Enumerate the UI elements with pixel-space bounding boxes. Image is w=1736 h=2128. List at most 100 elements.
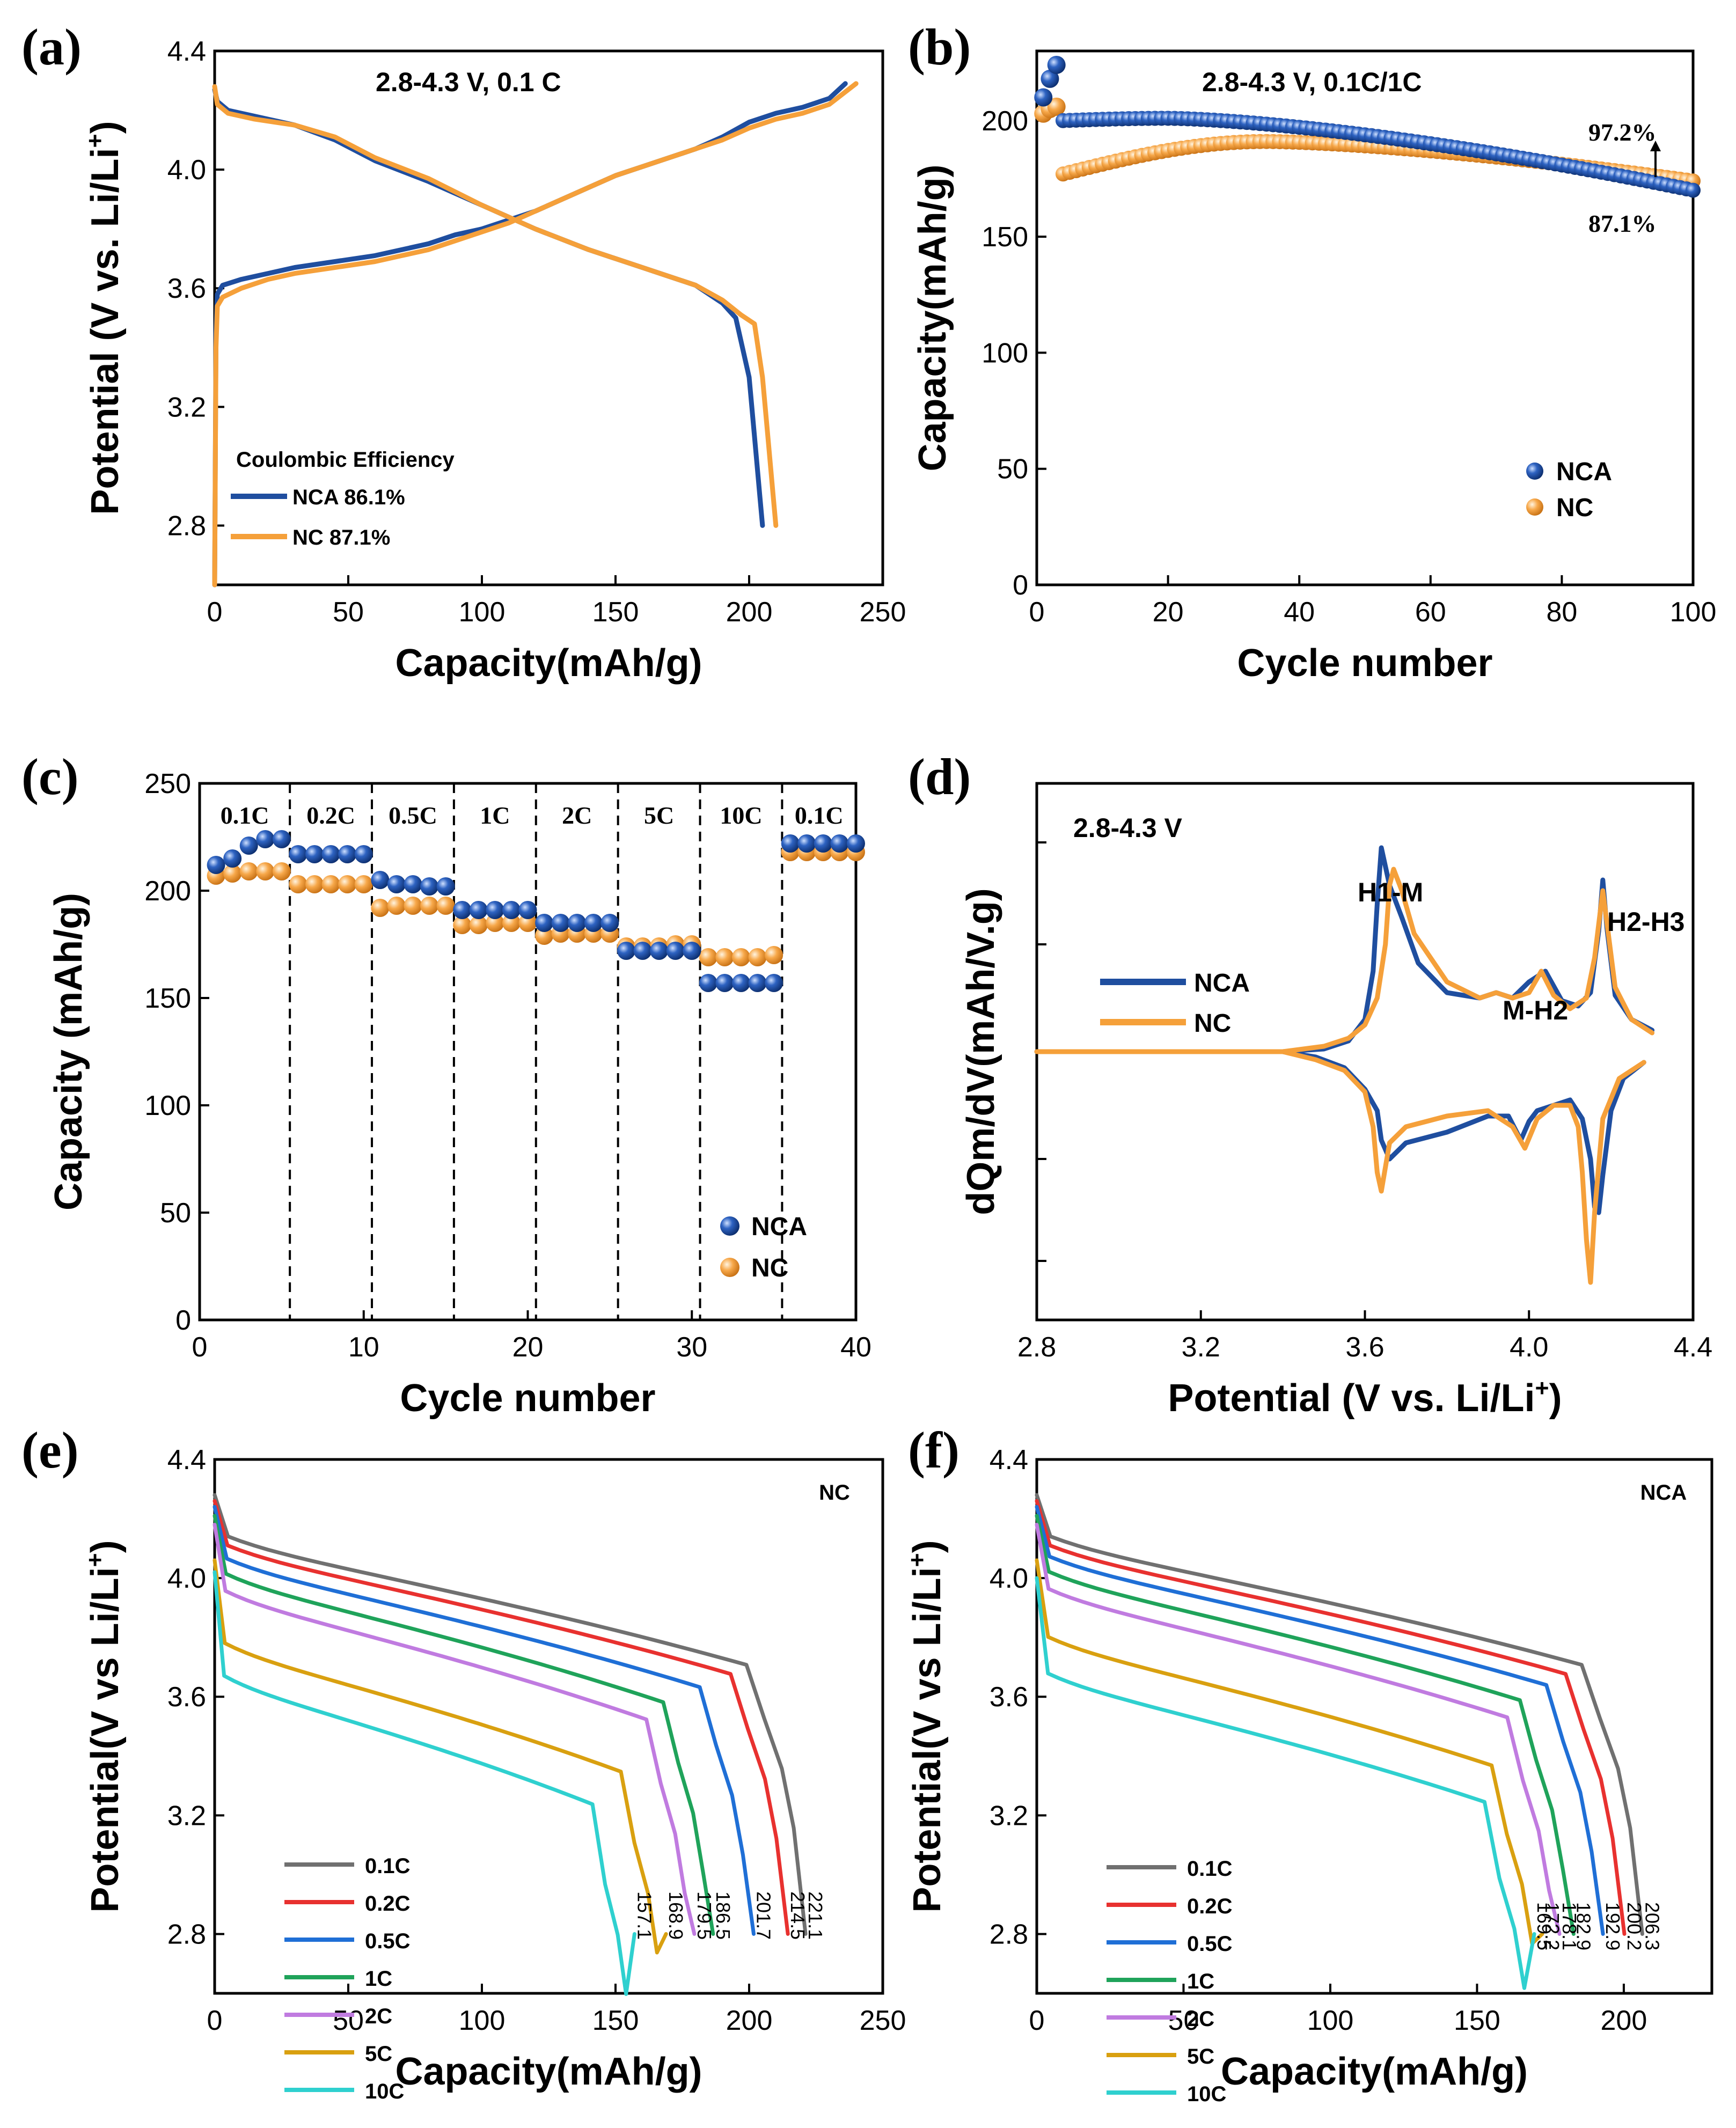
x-axis-label: Capacity(mAh/g) [395,2050,702,2093]
point-nca [847,834,865,853]
legend-label-nc: NC [1556,494,1593,522]
point-nc [1047,97,1066,116]
point-nca [731,974,750,992]
x-tick-label: 0 [1029,597,1045,628]
x-tick-label: 200 [726,597,773,628]
x-tick-label: 100 [459,2005,506,2036]
point-nc [256,862,275,880]
y-tick-label: 0 [1013,570,1028,601]
rate-label: 0.2C [306,802,355,829]
legend-label: 10C [1187,2082,1226,2106]
y-tick-label: 100 [144,1090,191,1121]
point-nca [748,974,767,992]
end-capacity-label: 168.9 [665,1891,687,1940]
point-nca [715,974,734,992]
y-tick-label: 4.4 [167,1444,206,1476]
legend-label: 1C [365,1967,392,1991]
point-nc [453,916,472,934]
y-axis-label: Potential(V vs Li/Li+) [82,1540,127,1912]
series-1C [1035,1514,1576,1936]
legend-label: 10C [365,2080,404,2103]
point-nc [305,875,324,893]
legend-label-nc: NC [751,1254,788,1282]
point-nc [420,897,439,915]
y-tick-label: 3.6 [990,1682,1028,1713]
annotation-h2-h3: H2-H3 [1607,907,1684,937]
end-capacity-label: 221.1 [804,1891,826,1940]
point-nc [404,897,422,915]
legend-label-nc: NC [1194,1009,1231,1038]
point-nca [420,877,439,896]
x-tick-label: 0 [1029,2005,1045,2036]
panel-f: 0 50 100 150 200 2.8 3.2 3.6 4.0 4.4 Capacity(mAh/… [904,1421,1713,2106]
point-nca [830,834,849,853]
chart-title: NC [819,1481,850,1505]
y-axis-label: Potential (V vs. Li/Li+) [82,121,127,515]
x-axis-label: Capacity(mAh/g) [395,642,702,685]
point-nc [486,914,504,932]
x-tick-label: 150 [1454,2005,1500,2036]
point-nca [338,845,357,863]
end-capacity-label: 214.5 [787,1891,809,1940]
series-0.5C [1035,1505,1605,1936]
end-capacity-label: 178.1 [1558,1902,1580,1950]
y-tick-label: 3.2 [167,1800,206,1831]
series-nc-discharge [212,84,779,528]
point-nc [272,862,291,880]
legend-label-nca: NCA [751,1213,807,1241]
point-nc [371,899,390,917]
x-tick-label: 80 [1546,597,1577,628]
y-tick-label: 2.8 [167,510,206,541]
point-nca [289,845,307,863]
y-tick-label: 4.0 [167,1563,206,1594]
panel-letter: (c) [21,748,79,805]
plot-frame [1035,1458,1713,1995]
y-axis-label: Potential(V vs Li/Li+) [904,1540,949,1912]
x-tick-label: 50 [333,597,364,628]
point-nc [731,948,750,966]
point-nca [666,942,685,960]
x-tick-label: 3.6 [1345,1332,1384,1363]
point-nc [338,875,357,893]
series-0.1C [213,1493,808,1936]
legend-label: 0.2C [1187,1895,1233,1918]
legend-label: 5C [1187,2045,1214,2068]
x-tick-label: 40 [1284,597,1315,628]
y-tick-label: 4.0 [990,1563,1028,1594]
point-nc [765,946,783,964]
legend-label-nca: NCA [1194,969,1250,997]
annotation-m-h2: M-H2 [1503,995,1568,1025]
x-tick-label: 30 [676,1332,707,1363]
point-nc [748,948,767,966]
point-nca [404,875,422,893]
y-axis-label: dQm/dV(mAh/V.g) [959,888,1002,1215]
end-capacity-label: 172.2 [1541,1902,1563,1950]
x-axis-label: Potential (V vs. Li/Li+) [1168,1375,1562,1420]
legend-label: 0.5C [365,1929,411,1953]
point-nca [502,901,521,919]
point-nc [699,948,717,966]
x-tick-label: 50 [333,2005,364,2036]
series-0.1C [1035,1493,1644,1936]
y-tick-label: 3.2 [990,1800,1028,1831]
y-tick-label: 200 [981,106,1028,137]
point-nc [502,914,521,932]
point-nca [305,845,324,863]
series-nc-discharge [1034,1049,1646,1285]
legend-label: 2C [1187,2007,1214,2031]
legend-marker-nca [720,1216,739,1236]
y-axis-label: Capacity(mAh/g) [911,164,954,471]
y-tick-label: 100 [981,337,1028,369]
x-tick-label: 150 [592,2005,639,2036]
plot-frame [213,1458,884,1995]
legend-marker-nc [1526,498,1543,516]
x-tick-label: 3.2 [1182,1332,1220,1363]
series-5C [213,1558,668,1955]
y-tick-label: 4.4 [990,1444,1028,1476]
panel-e: 0 50 100 150 200 250 2.8 3.2 3.6 4.0 4.4 Capacity(m… [21,1421,906,2103]
x-tick-label: 100 [459,597,506,628]
end-capacity-label: 186.5 [712,1891,734,1940]
y-tick-label: 150 [981,222,1028,253]
point-nca [814,834,832,853]
point-nc [469,916,488,934]
